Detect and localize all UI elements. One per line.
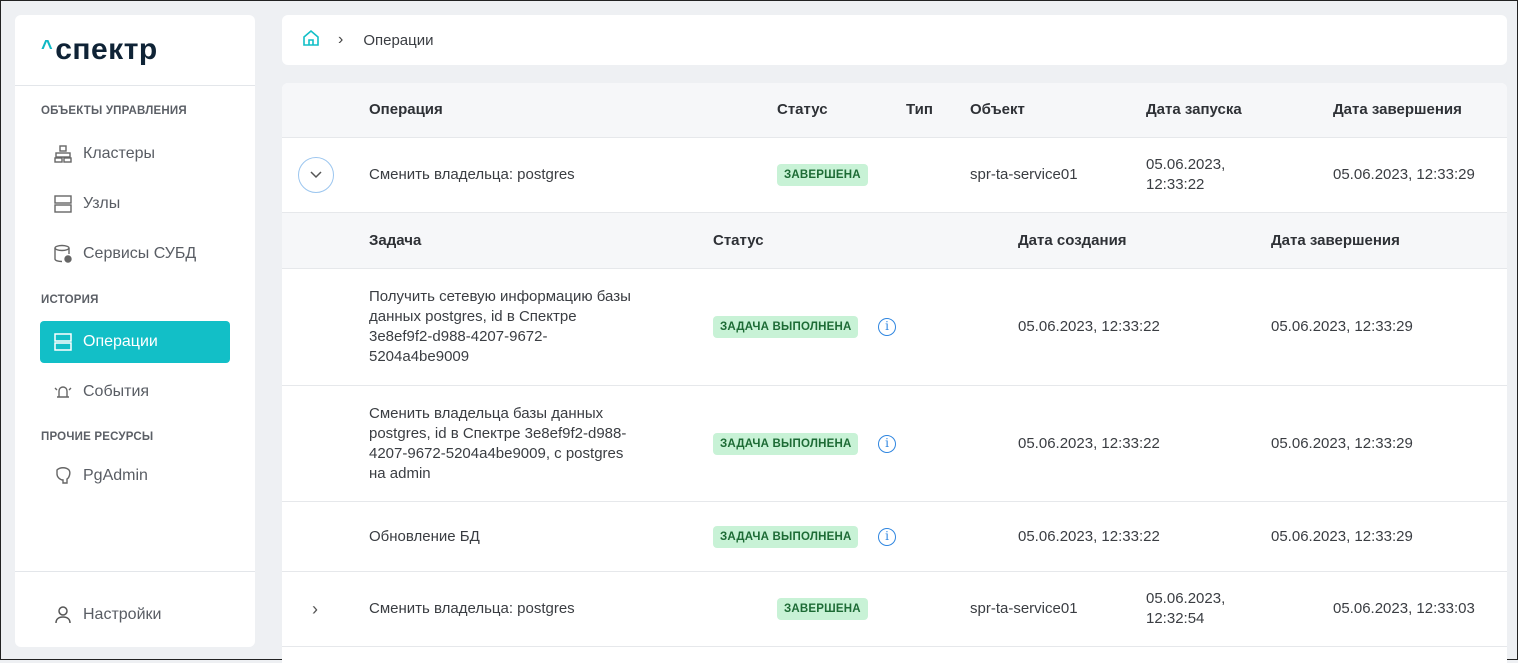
- sidebar-item-label: Настройки: [83, 606, 162, 623]
- start-date-time: 12:32:54: [1146, 610, 1205, 627]
- section-history: ИСТОРИЯ: [41, 294, 99, 306]
- task-row: Сменить владельца базы данных postgres, i…: [282, 386, 1507, 502]
- col-object[interactable]: Объект: [970, 101, 1025, 118]
- info-icon[interactable]: i: [878, 434, 896, 453]
- finished-date: 05.06.2023, 12:33:29: [1271, 434, 1413, 452]
- start-date-day: 05.06.2023,: [1146, 156, 1226, 173]
- operations-icon: [53, 332, 73, 352]
- task-line: 4207-9672-5204a4be9009, с postgres: [369, 444, 624, 462]
- home-icon[interactable]: [302, 29, 320, 51]
- object: spr-ta-service01: [970, 600, 1078, 617]
- sidebar-item-label: События: [83, 383, 150, 400]
- section-other: ПРОЧИЕ РЕСУРСЫ: [41, 431, 154, 443]
- events-icon: [53, 382, 73, 402]
- operations-table: Операция Статус Тип Объект Дата запуска …: [282, 83, 1507, 663]
- task-name: Сменить владельца базы данных postgres, i…: [369, 404, 626, 484]
- task-row: Получить сетевую информацию базы данных p…: [282, 269, 1507, 386]
- task-line: postgres, id в Спектре 3e8ef9f2-d988-: [369, 424, 627, 442]
- operation-name: Сменить владельца: postgres: [369, 600, 575, 617]
- sidebar-item-clusters[interactable]: Кластеры: [40, 133, 230, 175]
- sidebar-item-label: Операции: [83, 333, 158, 350]
- task-line: 3e8ef9f2-d988-4207-9672-: [369, 328, 548, 345]
- created-date: 05.06.2023, 12:33:22: [1018, 527, 1160, 545]
- sidebar-item-label: Узлы: [83, 195, 121, 212]
- chevron-right-icon: ›: [338, 31, 344, 48]
- sidebar-item-events[interactable]: События: [40, 371, 230, 413]
- col-task: Задача: [369, 231, 422, 249]
- sidebar-item-operations[interactable]: Операции: [40, 321, 230, 363]
- col-type[interactable]: Тип: [906, 101, 933, 118]
- divider: [15, 85, 255, 86]
- col-finished: Дата завершения: [1271, 231, 1400, 249]
- divider: [15, 571, 255, 572]
- col-end[interactable]: Дата завершения: [1333, 101, 1462, 118]
- breadcrumb: › Операции: [282, 15, 1507, 65]
- sidebar-item-label: Сервисы СУБД: [83, 245, 197, 262]
- table-row[interactable]: Сменить владельца: postgres ЗАВЕРШЕНА sp…: [282, 138, 1507, 213]
- info-icon[interactable]: i: [878, 318, 896, 336]
- logo-text: спектр: [55, 33, 158, 66]
- start-date: 05.06.2023, 12:32:54: [1146, 589, 1225, 629]
- task-status-badge: ЗАДАЧА ВЫПОЛНЕНА: [713, 525, 859, 548]
- task-line: Сменить владельца базы данных: [369, 404, 604, 422]
- operation-name: Сменить владельца: postgres: [369, 166, 575, 183]
- task-line: Получить сетевую информацию базы: [369, 288, 631, 305]
- col-created: Дата создания: [1018, 231, 1127, 249]
- col-start[interactable]: Дата запуска: [1146, 101, 1242, 118]
- task-line: 5204a4be9009: [369, 348, 470, 365]
- task-name: Получить сетевую информацию базы данных p…: [369, 287, 631, 367]
- finished-date: 05.06.2023, 12:33:29: [1271, 318, 1413, 335]
- end-date: 05.06.2023, 12:33:03: [1333, 600, 1475, 617]
- sidebar-item-db-services[interactable]: Сервисы СУБД: [40, 233, 230, 275]
- finished-date: 05.06.2023, 12:33:29: [1271, 527, 1413, 545]
- nodes-icon: [53, 194, 73, 214]
- expand-chevron-icon[interactable]: ›: [312, 599, 318, 619]
- task-line: на admin: [369, 464, 431, 482]
- pgadmin-icon: [53, 466, 73, 486]
- task-row: Обновление БД ЗАДАЧА ВЫПОЛНЕНА i 05.06.2…: [282, 502, 1507, 572]
- user-icon: [53, 605, 73, 625]
- info-icon[interactable]: i: [878, 527, 896, 546]
- db-services-icon: [53, 244, 73, 264]
- collapse-button[interactable]: [298, 157, 334, 193]
- col-task-status: Статус: [713, 231, 764, 249]
- created-date: 05.06.2023, 12:33:22: [1018, 434, 1160, 452]
- task-name: Обновление БД: [369, 527, 480, 545]
- task-status-badge: ЗАДАЧА ВЫПОЛНЕНА: [713, 432, 859, 455]
- status-badge: ЗАВЕРШЕНА: [777, 598, 868, 620]
- start-date: 05.06.2023, 12:33:22: [1146, 155, 1225, 195]
- sidebar: ^спектр ОБЪЕКТЫ УПРАВЛЕНИЯ Кластеры Узлы…: [15, 15, 255, 647]
- created-date: 05.06.2023, 12:33:22: [1018, 318, 1160, 335]
- status-badge: ЗАВЕРШЕНА: [777, 164, 868, 186]
- clusters-icon: [53, 144, 73, 164]
- sidebar-item-label: Кластеры: [83, 145, 155, 162]
- table-row[interactable]: › Сменить владельца: postgres ЗАВЕРШЕНА …: [282, 572, 1507, 647]
- subtable-header: Задача Статус Дата создания Дата заверше…: [282, 213, 1507, 269]
- task-status-badge: ЗАДАЧА ВЫПОЛНЕНА: [713, 316, 859, 338]
- end-date: 05.06.2023, 12:33:29: [1333, 166, 1475, 183]
- sidebar-item-label: PgAdmin: [83, 467, 148, 484]
- sidebar-item-settings[interactable]: Настройки: [40, 594, 230, 636]
- col-status[interactable]: Статус: [777, 101, 828, 118]
- task-line: данных postgres, id в Спектре: [369, 308, 577, 325]
- start-date-day: 05.06.2023,: [1146, 590, 1226, 607]
- sidebar-item-pgadmin[interactable]: PgAdmin: [40, 455, 230, 497]
- logo[interactable]: ^спектр: [41, 33, 158, 66]
- object: spr-ta-service01: [970, 166, 1078, 183]
- section-management: ОБЪЕКТЫ УПРАВЛЕНИЯ: [41, 105, 187, 117]
- col-operation[interactable]: Операция: [369, 101, 443, 118]
- sidebar-item-nodes[interactable]: Узлы: [40, 183, 230, 225]
- table-header: Операция Статус Тип Объект Дата запуска …: [282, 83, 1507, 138]
- start-date-time: 12:33:22: [1146, 176, 1205, 193]
- breadcrumb-current: Операции: [363, 31, 434, 49]
